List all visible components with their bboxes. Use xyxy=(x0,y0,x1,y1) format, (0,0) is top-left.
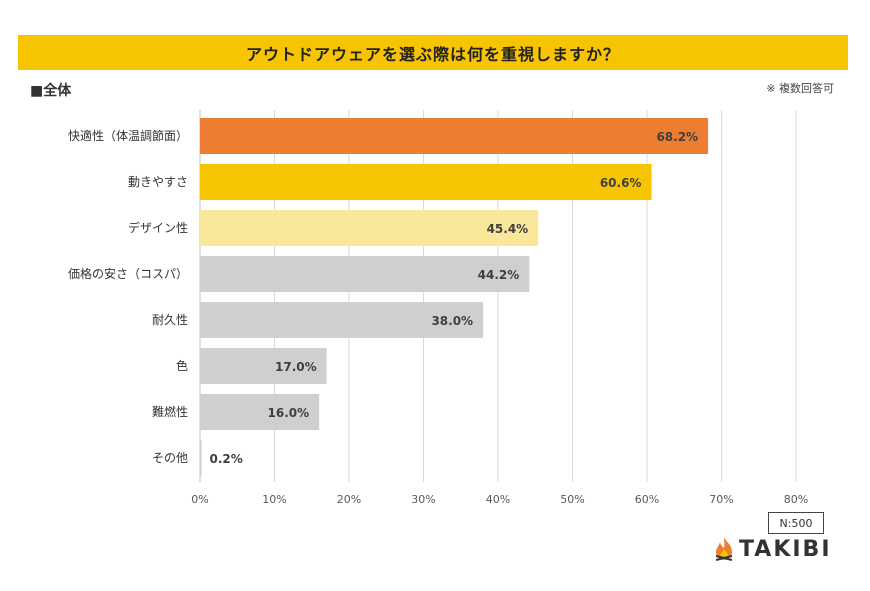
bar xyxy=(200,118,709,154)
x-tick-label: 20% xyxy=(337,493,361,506)
bar xyxy=(200,256,530,292)
title-banner: アウトドアウェアを選ぶ際は何を重視しますか？ xyxy=(18,35,848,70)
chart-title: アウトドアウェアを選ぶ際は何を重視しますか？ xyxy=(245,44,620,64)
category-label: 快適性（体温調節面） xyxy=(68,128,188,143)
x-tick-label: 80% xyxy=(784,493,808,506)
data-label: 17.0% xyxy=(275,360,317,374)
bar xyxy=(200,210,539,246)
category-label: 難燃性 xyxy=(152,404,188,419)
data-label: 0.2% xyxy=(209,452,242,466)
bar xyxy=(200,348,327,384)
data-label: 68.2% xyxy=(656,130,698,144)
x-tick-label: 60% xyxy=(635,493,659,506)
data-label: 16.0% xyxy=(268,406,310,420)
brand-logo: TAKIBI xyxy=(713,536,832,562)
data-label: 38.0% xyxy=(431,314,473,328)
x-tick-label: 70% xyxy=(709,493,733,506)
multiple-answer-note: ※ 複数回答可 xyxy=(766,82,834,95)
chart-subtitle: ■全体 xyxy=(30,83,72,99)
bar xyxy=(200,394,320,430)
category-label: デザイン性 xyxy=(128,220,188,235)
x-tick-label: 0% xyxy=(191,493,208,506)
bar xyxy=(200,440,202,476)
data-label: 45.4% xyxy=(487,222,529,236)
brand-name: TAKIBI xyxy=(739,536,832,562)
category-label: 色 xyxy=(176,359,188,373)
bar xyxy=(200,302,484,338)
category-label: 動きやすさ xyxy=(128,175,188,189)
flame-icon xyxy=(715,537,733,561)
x-tick-label: 40% xyxy=(486,493,510,506)
x-tick-label: 10% xyxy=(262,493,286,506)
bar xyxy=(200,164,652,200)
data-label: 60.6% xyxy=(600,176,642,190)
category-label: その他 xyxy=(152,451,188,465)
x-tick-label: 50% xyxy=(560,493,584,506)
sample-size-box: N:500 xyxy=(768,512,824,534)
data-label: 44.2% xyxy=(478,268,520,282)
x-tick-label: 30% xyxy=(411,493,435,506)
category-label: 価格の安さ（コスパ） xyxy=(68,266,188,281)
category-label: 耐久性 xyxy=(152,313,188,327)
